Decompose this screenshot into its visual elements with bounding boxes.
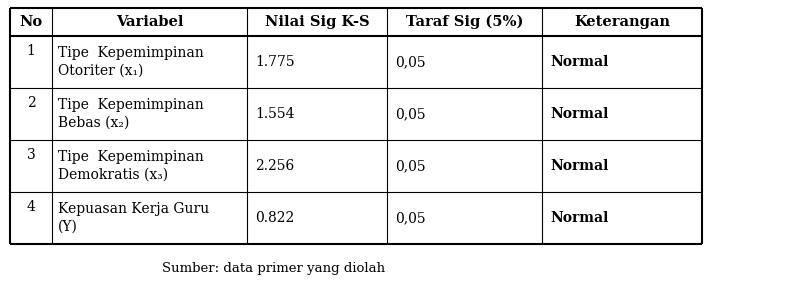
Text: Normal: Normal: [550, 55, 608, 69]
Text: 0,05: 0,05: [395, 55, 425, 69]
Text: 0,05: 0,05: [395, 107, 425, 121]
Text: 3: 3: [26, 147, 35, 161]
Text: Keterangan: Keterangan: [574, 15, 670, 29]
Text: Kepuasan Kerja Guru
(Y): Kepuasan Kerja Guru (Y): [58, 202, 209, 234]
Text: Nilai Sig K-S: Nilai Sig K-S: [265, 15, 369, 29]
Text: Tipe  Kepemimpinan
Bebas (x₂): Tipe Kepemimpinan Bebas (x₂): [58, 98, 203, 130]
Text: 2: 2: [26, 95, 35, 110]
Text: 4: 4: [26, 199, 35, 213]
Text: 0,05: 0,05: [395, 159, 425, 173]
Text: Normal: Normal: [550, 211, 608, 225]
Text: 0,05: 0,05: [395, 211, 425, 225]
Text: 2.256: 2.256: [255, 159, 294, 173]
Text: 0.822: 0.822: [255, 211, 294, 225]
Text: Normal: Normal: [550, 159, 608, 173]
Text: 1.554: 1.554: [255, 107, 294, 121]
Text: Variabel: Variabel: [116, 15, 184, 29]
Bar: [10, 8, 702, 36]
Text: Tipe  Kepemimpinan
Demokratis (x₃): Tipe Kepemimpinan Demokratis (x₃): [58, 150, 203, 182]
Text: Taraf Sig (5%): Taraf Sig (5%): [406, 15, 523, 29]
Text: 1: 1: [26, 44, 35, 58]
Text: 1.775: 1.775: [255, 55, 294, 69]
Text: Tipe  Kepemimpinan
Otoriter (x₁): Tipe Kepemimpinan Otoriter (x₁): [58, 46, 203, 78]
Text: No: No: [19, 15, 42, 29]
Text: Normal: Normal: [550, 107, 608, 121]
Text: Sumber: data primer yang diolah: Sumber: data primer yang diolah: [162, 262, 385, 275]
